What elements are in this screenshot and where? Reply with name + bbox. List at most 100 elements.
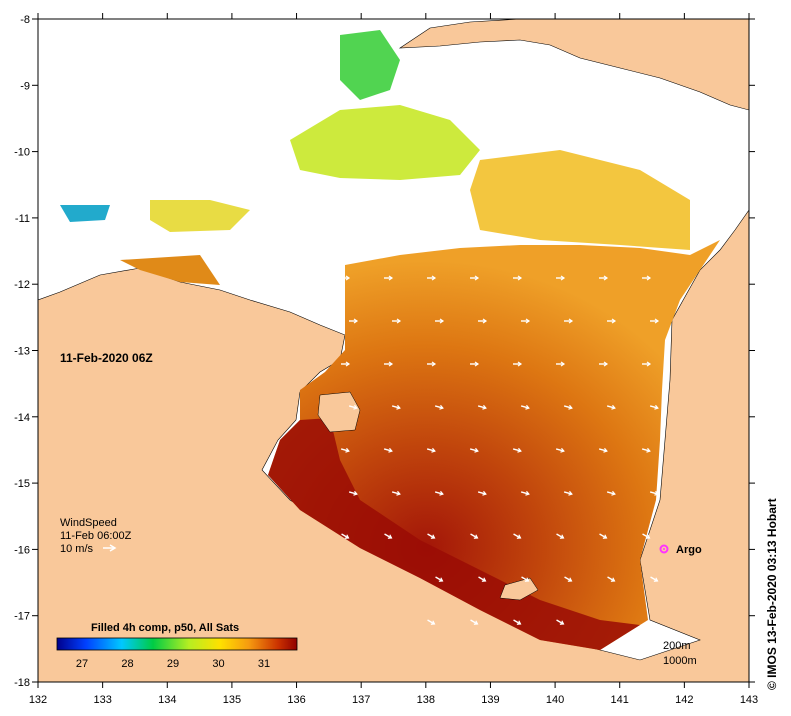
x-tick-label: 142 (675, 694, 693, 706)
sst-west-patch (150, 200, 250, 232)
wind-arrow (384, 533, 393, 539)
wind-arrow (598, 447, 608, 453)
wind-arrow (513, 361, 523, 367)
wind-arrow (556, 533, 565, 539)
wind-arrow (478, 318, 488, 324)
colorbar-tick-label: 31 (258, 658, 270, 670)
wind-arrow (348, 404, 358, 410)
wind-arrow (340, 447, 350, 453)
y-tick-label: -8 (20, 14, 30, 26)
wind-arrow (513, 533, 522, 539)
wind-arrow (642, 533, 651, 539)
wind-arrow (607, 576, 616, 582)
y-tick-label: -12 (14, 279, 30, 291)
wind-vector-field (340, 275, 660, 625)
colorbar (56, 637, 298, 651)
y-tick-label: -13 (14, 346, 30, 358)
wind-arrow (470, 275, 480, 281)
wind-legend-scale: 10 m/s (60, 543, 94, 555)
wind-legend-time: 11-Feb 06:00Z (60, 530, 132, 542)
wind-arrow (477, 404, 487, 410)
wind-arrow (427, 619, 436, 625)
x-tick-label: 136 (287, 694, 305, 706)
wind-arrow (513, 275, 523, 281)
wind-arrow (555, 447, 565, 453)
wind-scale-arrow-icon (103, 544, 117, 552)
wind-arrow (606, 490, 616, 496)
sst-green-patch (340, 30, 400, 100)
wind-arrow (470, 361, 480, 367)
x-tick-label: 134 (158, 694, 176, 706)
sst-blue-patch (60, 205, 110, 222)
wind-arrow (650, 576, 659, 582)
wind-arrow (341, 361, 351, 367)
colorbar-tick-label: 29 (167, 658, 179, 670)
y-tick-label: -16 (14, 544, 30, 556)
argo-marker-icon (659, 544, 669, 554)
wind-arrow (642, 275, 652, 281)
wind-arrow (349, 318, 359, 324)
wind-arrow (426, 447, 436, 453)
wind-arrow (607, 318, 617, 324)
y-tick-label: -10 (14, 147, 30, 159)
wind-arrow (599, 361, 609, 367)
y-tick-label: -14 (14, 412, 30, 424)
x-tick-label: 137 (352, 694, 370, 706)
wind-arrow (341, 533, 350, 539)
wind-arrow (427, 275, 437, 281)
wind-arrow (391, 404, 401, 410)
wind-arrow (641, 447, 651, 453)
y-axis: -8 -9 -10 -11 -12 -13 -14 -15 -16 -17 -18 (14, 14, 755, 689)
y-tick-label: -18 (14, 677, 30, 689)
x-tick-label: 138 (417, 694, 435, 706)
wind-arrow (477, 490, 487, 496)
x-tick-label: 135 (223, 694, 241, 706)
wind-arrow (556, 275, 566, 281)
wind-arrow (563, 404, 573, 410)
wind-arrow (470, 533, 479, 539)
wind-arrow (434, 490, 444, 496)
wind-arrow (564, 576, 573, 582)
x-axis: 132 133 134 135 136 137 138 139 140 141 142 143 (29, 13, 758, 706)
island (317, 391, 361, 433)
y-tick-label: -9 (20, 80, 30, 92)
wind-arrow (520, 490, 530, 496)
wind-legend-title: WindSpeed (60, 517, 117, 529)
sst-coast-patch (120, 255, 220, 285)
wind-arrow (478, 576, 487, 582)
wind-arrow (512, 447, 522, 453)
colorbar-tick-label: 28 (121, 658, 133, 670)
colorbar-title: Filled 4h comp, p50, All Sats (91, 622, 239, 634)
wind-arrow (521, 318, 531, 324)
wind-arrow (650, 318, 660, 324)
y-tick-label: -17 (14, 611, 30, 623)
sst-mid-patch (470, 150, 690, 250)
x-tick-label: 143 (740, 694, 758, 706)
wind-arrow (383, 447, 393, 453)
wind-arrow (564, 318, 574, 324)
x-tick-label: 133 (93, 694, 111, 706)
wind-arrow (599, 533, 608, 539)
wind-arrow (392, 318, 402, 324)
depth-label-200m: 200m (663, 640, 691, 652)
argo-label: Argo (676, 544, 702, 556)
wind-arrow (434, 404, 444, 410)
wind-arrow (427, 361, 437, 367)
wind-arrow (391, 490, 401, 496)
wind-arrow (642, 361, 652, 367)
wind-arrow (469, 447, 479, 453)
wind-arrow (649, 404, 659, 410)
wind-arrow (384, 275, 394, 281)
wind-arrow (520, 404, 530, 410)
wind-arrow (435, 318, 445, 324)
wind-arrow (649, 490, 659, 496)
x-tick-label: 132 (29, 694, 47, 706)
wind-arrow (427, 533, 436, 539)
wind-arrow (513, 619, 522, 625)
x-tick-label: 140 (546, 694, 564, 706)
y-tick-label: -11 (15, 213, 30, 225)
colorbar-ticks: 27 28 29 30 31 (76, 658, 270, 670)
wind-arrow (348, 490, 358, 496)
colorbar-tick-label: 27 (76, 658, 88, 670)
wind-arrow (556, 619, 565, 625)
